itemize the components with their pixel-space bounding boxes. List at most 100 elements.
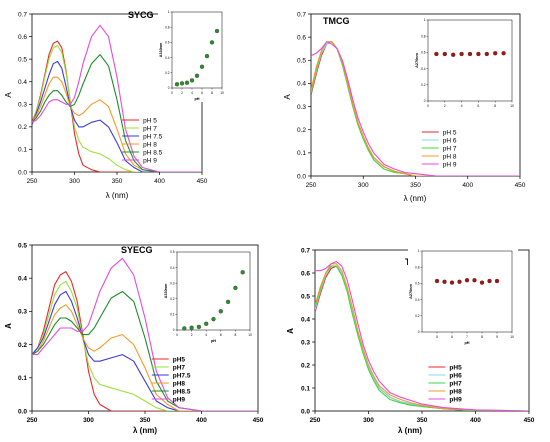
y-tick-label: 0.2 (18, 342, 27, 349)
inset-data-point (194, 73, 200, 78)
legend-label: pH 5 (443, 129, 457, 136)
y-tick-label: 0.2 (18, 124, 27, 131)
inset-x-tick-label: 6 (478, 104, 480, 108)
inset-background (158, 8, 228, 102)
inset-data-point (434, 278, 440, 284)
x-axis-label: λ (nm) (106, 191, 129, 200)
inset-data-point (442, 51, 447, 57)
inset-x-tick-label: 4 (461, 104, 463, 108)
y-tick-label: 0.1 (18, 147, 27, 154)
legend-label: pH7 (173, 364, 186, 371)
y-tick-label: 0.0 (18, 408, 27, 415)
inset-x-axis-label: pH (194, 97, 199, 101)
inset-y-tick-label: 0.2 (170, 297, 175, 301)
legend: pH 5pH 7pH 7.5pH 8pH 8.5pH 9 (122, 117, 163, 164)
x-tick-label: 250 (27, 417, 38, 424)
inset-y-tick-label: 0.4 (165, 56, 170, 60)
y-tick-label: 0.5 (301, 293, 310, 300)
legend-label: pH9 (449, 396, 462, 403)
series-line-ph-5 (32, 40, 202, 172)
chart-title: SYCG (128, 10, 154, 20)
legend-label: pH 7 (143, 125, 157, 132)
inset-chart: 0 2 4 6 8 10 0 0.2 0.4 0.6 0.8 1 A270nm (414, 16, 518, 115)
inset-x-tick-label: 0 (171, 91, 173, 95)
y-tick-label: 0.4 (297, 81, 306, 88)
inset-frame (176, 251, 251, 331)
inset-y-tick-label: 0.8 (415, 265, 420, 269)
series-line-ph-8.5 (32, 54, 202, 172)
x-tick-label: 450 (253, 417, 264, 424)
inset-y-tick-label: 0.4 (415, 298, 420, 302)
y-tick-label: 0.0 (18, 169, 27, 176)
inset-data-point (189, 325, 194, 330)
y-tick-label: 0.4 (18, 79, 27, 86)
legend-label: pH 9 (143, 157, 157, 164)
inset-x-tick-label: 7 (466, 335, 468, 339)
y-tick-label: 0.7 (301, 247, 310, 254)
inset-data-point (449, 280, 455, 285)
inset-background (414, 16, 518, 115)
y-tick-label: 0.0 (297, 173, 306, 180)
inset-chart: 0 2 4 6 8 10 0 0.1 0.2 0.3 0.4 0.5 A330nm pH (163, 248, 256, 344)
inset-y-tick-label: 0.5 (170, 250, 175, 254)
x-tick-label: 400 (196, 417, 207, 424)
legend-label: pH5 (449, 364, 462, 371)
series-line-ph-9 (311, 41, 520, 176)
inset-x-tick-label: 6 (201, 91, 203, 95)
inset-x-tick-label: 0 (176, 333, 178, 337)
legend-label: pH5 (173, 356, 186, 363)
inset-data-point (442, 279, 447, 284)
series-line-ph7.5 (32, 290, 258, 411)
inset-data-point (184, 80, 190, 85)
inset-y-tick-label: 0.2 (421, 83, 426, 87)
y-tick-label: 0.5 (18, 56, 27, 63)
inset-data-point (204, 53, 210, 59)
x-tick-label: 400 (462, 182, 473, 189)
y-tick-label: 0.0 (301, 408, 310, 415)
x-tick-label: 300 (358, 182, 369, 189)
inset-y-tick-label: 0.6 (421, 51, 426, 55)
inset-x-tick-label: 8 (481, 335, 483, 339)
legend: pH 5pH 6pH 7pH 8pH 9 (421, 129, 457, 168)
inset-data-point (472, 278, 477, 283)
inset-y-tick-label: 0 (418, 330, 420, 334)
legend-label: pH9 (173, 396, 186, 403)
inset-frame (171, 11, 223, 89)
x-axis-label: λ (nm) (133, 426, 157, 435)
inset-y-tick-label: 0.6 (165, 41, 170, 45)
inset-y-tick-label: 0 (173, 328, 175, 332)
inset-chart: 0 2 4 6 8 10 0 0.2 0.4 0.6 0.8 1 A330nm pH (158, 8, 228, 102)
y-axis-label: A (4, 323, 13, 329)
inset-x-tick-label: 5 (436, 335, 438, 339)
legend-label: pH 8.5 (143, 149, 163, 156)
inset-data-point (479, 280, 485, 285)
series-line-ph7 (32, 280, 258, 411)
inset-data-point (218, 309, 223, 314)
inset-x-tick-label: 2 (181, 91, 183, 95)
legend-label: pH7.5 (173, 372, 191, 379)
x-tick-label: 300 (363, 417, 374, 424)
inset-data-point (211, 316, 216, 322)
inset-x-tick-label: 10 (220, 91, 224, 95)
chart-panel-tmcg: 250 300 350 400 4500.00.10.20.30.40.50.60.7A… (283, 11, 526, 203)
inset-x-axis-label: pH (211, 339, 216, 343)
inset-data-point (464, 278, 470, 283)
legend-label: pH8 (173, 380, 186, 387)
y-tick-label: 0.2 (301, 362, 310, 369)
inset-data-point (240, 270, 245, 275)
y-tick-label: 0.6 (297, 34, 306, 41)
y-tick-label: 0.6 (301, 270, 310, 277)
inset-y-tick-label: 0 (168, 86, 170, 90)
inset-x-tick-label: 9 (496, 335, 498, 339)
inset-x-tick-label: 4 (191, 91, 193, 95)
inset-data-point (487, 278, 492, 284)
y-tick-label: 0.4 (301, 316, 310, 323)
inset-y-axis-label: A270nm (415, 52, 419, 67)
x-tick-label: 350 (417, 417, 428, 424)
y-tick-label: 0.3 (18, 309, 27, 316)
x-axis-label: λ (nm) (404, 194, 427, 203)
inset-data-point (196, 324, 202, 330)
